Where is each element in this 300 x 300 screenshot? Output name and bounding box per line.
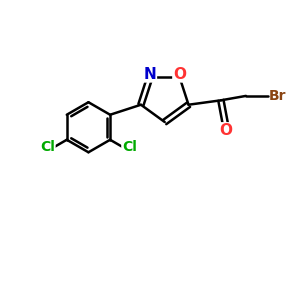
Text: Br: Br bbox=[269, 89, 286, 103]
Text: O: O bbox=[173, 67, 186, 82]
Text: O: O bbox=[219, 123, 232, 138]
Text: Cl: Cl bbox=[40, 140, 55, 154]
Text: N: N bbox=[144, 67, 156, 82]
Text: Cl: Cl bbox=[122, 140, 137, 154]
